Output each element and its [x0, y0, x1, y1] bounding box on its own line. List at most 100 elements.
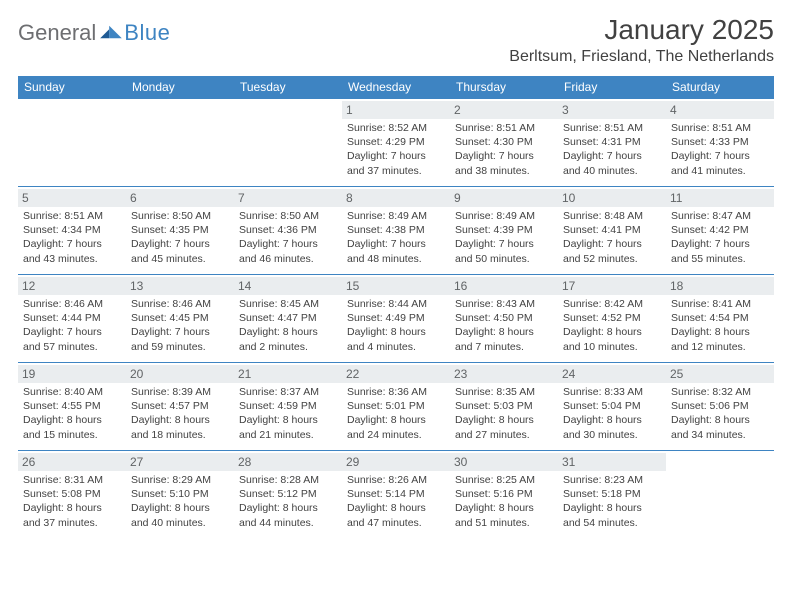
day-text-line: Sunrise: 8:23 AM: [563, 473, 661, 487]
day-number: 11: [666, 189, 774, 207]
day-cell: 17Sunrise: 8:42 AMSunset: 4:52 PMDayligh…: [558, 275, 666, 363]
day-text-line: Daylight: 8 hours: [671, 413, 769, 427]
day-text-line: Sunrise: 8:40 AM: [23, 385, 121, 399]
day-text-line: and 44 minutes.: [239, 516, 337, 530]
day-text-line: Sunrise: 8:26 AM: [347, 473, 445, 487]
header: General Blue January 2025 Berltsum, Frie…: [18, 14, 774, 66]
day-text-line: and 2 minutes.: [239, 340, 337, 354]
day-text-line: Daylight: 7 hours: [347, 237, 445, 251]
day-text: Sunrise: 8:40 AMSunset: 4:55 PMDaylight:…: [23, 385, 121, 442]
day-cell: 14Sunrise: 8:45 AMSunset: 4:47 PMDayligh…: [234, 275, 342, 363]
day-number: 26: [18, 453, 126, 471]
day-text-line: Sunrise: 8:35 AM: [455, 385, 553, 399]
day-text-line: Sunset: 5:01 PM: [347, 399, 445, 413]
day-text: Sunrise: 8:52 AMSunset: 4:29 PMDaylight:…: [347, 121, 445, 178]
day-text-line: and 54 minutes.: [563, 516, 661, 530]
weekday-header: Thursday: [450, 76, 558, 99]
day-text-line: and 37 minutes.: [347, 164, 445, 178]
day-text: Sunrise: 8:46 AMSunset: 4:44 PMDaylight:…: [23, 297, 121, 354]
day-text: Sunrise: 8:35 AMSunset: 5:03 PMDaylight:…: [455, 385, 553, 442]
day-text-line: Daylight: 7 hours: [671, 149, 769, 163]
day-text: Sunrise: 8:33 AMSunset: 5:04 PMDaylight:…: [563, 385, 661, 442]
day-text: Sunrise: 8:26 AMSunset: 5:14 PMDaylight:…: [347, 473, 445, 530]
day-text-line: Daylight: 7 hours: [671, 237, 769, 251]
day-text-line: Sunrise: 8:41 AM: [671, 297, 769, 311]
day-text-line: Sunrise: 8:51 AM: [563, 121, 661, 135]
day-text-line: and 21 minutes.: [239, 428, 337, 442]
day-text-line: Daylight: 8 hours: [239, 413, 337, 427]
day-text: Sunrise: 8:41 AMSunset: 4:54 PMDaylight:…: [671, 297, 769, 354]
day-number: 5: [18, 189, 126, 207]
day-text-line: and 43 minutes.: [23, 252, 121, 266]
day-text-line: Daylight: 7 hours: [131, 325, 229, 339]
day-text-line: Sunrise: 8:44 AM: [347, 297, 445, 311]
day-number: 3: [558, 101, 666, 119]
day-cell: 7Sunrise: 8:50 AMSunset: 4:36 PMDaylight…: [234, 187, 342, 275]
day-text: Sunrise: 8:37 AMSunset: 4:59 PMDaylight:…: [239, 385, 337, 442]
day-text-line: Sunset: 4:41 PM: [563, 223, 661, 237]
day-number: 19: [18, 365, 126, 383]
day-cell: 31Sunrise: 8:23 AMSunset: 5:18 PMDayligh…: [558, 451, 666, 539]
weekday-header: Friday: [558, 76, 666, 99]
day-cell: 23Sunrise: 8:35 AMSunset: 5:03 PMDayligh…: [450, 363, 558, 451]
day-text-line: and 37 minutes.: [23, 516, 121, 530]
day-number: 10: [558, 189, 666, 207]
day-text-line: Daylight: 8 hours: [563, 325, 661, 339]
day-text-line: Sunset: 5:16 PM: [455, 487, 553, 501]
day-text-line: Sunset: 5:14 PM: [347, 487, 445, 501]
day-text-line: Sunrise: 8:25 AM: [455, 473, 553, 487]
day-cell: [126, 99, 234, 187]
logo: General Blue: [18, 14, 170, 46]
day-text: Sunrise: 8:48 AMSunset: 4:41 PMDaylight:…: [563, 209, 661, 266]
day-number: 2: [450, 101, 558, 119]
day-number: 22: [342, 365, 450, 383]
day-cell: 18Sunrise: 8:41 AMSunset: 4:54 PMDayligh…: [666, 275, 774, 363]
day-text-line: Sunrise: 8:49 AM: [347, 209, 445, 223]
day-text: Sunrise: 8:25 AMSunset: 5:16 PMDaylight:…: [455, 473, 553, 530]
day-text-line: Sunrise: 8:42 AM: [563, 297, 661, 311]
day-text-line: and 18 minutes.: [131, 428, 229, 442]
calendar-table: Sunday Monday Tuesday Wednesday Thursday…: [18, 76, 774, 539]
day-cell: 27Sunrise: 8:29 AMSunset: 5:10 PMDayligh…: [126, 451, 234, 539]
day-text-line: and 45 minutes.: [131, 252, 229, 266]
day-text-line: and 4 minutes.: [347, 340, 445, 354]
day-text-line: and 50 minutes.: [455, 252, 553, 266]
day-text: Sunrise: 8:51 AMSunset: 4:33 PMDaylight:…: [671, 121, 769, 178]
day-text-line: Sunset: 4:34 PM: [23, 223, 121, 237]
day-text-line: Sunrise: 8:43 AM: [455, 297, 553, 311]
day-text: Sunrise: 8:46 AMSunset: 4:45 PMDaylight:…: [131, 297, 229, 354]
day-text-line: Daylight: 7 hours: [131, 237, 229, 251]
day-cell: 13Sunrise: 8:46 AMSunset: 4:45 PMDayligh…: [126, 275, 234, 363]
week-row: 26 Sunrise: 8:31 AMSunset: 5:08 PMDayligh…: [18, 451, 774, 539]
day-text-line: Sunset: 4:54 PM: [671, 311, 769, 325]
day-text: Sunrise: 8:51 AMSunset: 4:30 PMDaylight:…: [455, 121, 553, 178]
day-text-line: and 40 minutes.: [131, 516, 229, 530]
day-cell: 11Sunrise: 8:47 AMSunset: 4:42 PMDayligh…: [666, 187, 774, 275]
day-cell: 12Sunrise: 8:46 AMSunset: 4:44 PMDayligh…: [18, 275, 126, 363]
day-text-line: Sunrise: 8:37 AM: [239, 385, 337, 399]
day-text-line: Sunset: 5:06 PM: [671, 399, 769, 413]
day-text: Sunrise: 8:45 AMSunset: 4:47 PMDaylight:…: [239, 297, 337, 354]
day-cell: 8Sunrise: 8:49 AMSunset: 4:38 PMDaylight…: [342, 187, 450, 275]
day-text-line: Sunrise: 8:28 AM: [239, 473, 337, 487]
logo-text-general: General: [18, 20, 96, 46]
day-text-line: Sunrise: 8:47 AM: [671, 209, 769, 223]
day-text: Sunrise: 8:28 AMSunset: 5:12 PMDaylight:…: [239, 473, 337, 530]
week-row: 19Sunrise: 8:40 AMSunset: 4:55 PMDayligh…: [18, 363, 774, 451]
day-cell: 4Sunrise: 8:51 AMSunset: 4:33 PMDaylight…: [666, 99, 774, 187]
day-text-line: Sunset: 4:55 PM: [23, 399, 121, 413]
day-cell: [234, 99, 342, 187]
day-number: 30: [450, 453, 558, 471]
day-text: Sunrise: 8:44 AMSunset: 4:49 PMDaylight:…: [347, 297, 445, 354]
day-text-line: Daylight: 8 hours: [347, 325, 445, 339]
day-text: Sunrise: 8:31 AMSunset: 5:08 PMDaylight:…: [23, 473, 121, 530]
day-text-line: Sunset: 4:49 PM: [347, 311, 445, 325]
day-text-line: and 47 minutes.: [347, 516, 445, 530]
day-number: 7: [234, 189, 342, 207]
day-cell: 16Sunrise: 8:43 AMSunset: 4:50 PMDayligh…: [450, 275, 558, 363]
day-text-line: Sunrise: 8:49 AM: [455, 209, 553, 223]
day-text-line: Sunrise: 8:48 AM: [563, 209, 661, 223]
day-cell: 24Sunrise: 8:33 AMSunset: 5:04 PMDayligh…: [558, 363, 666, 451]
week-row: 12Sunrise: 8:46 AMSunset: 4:44 PMDayligh…: [18, 275, 774, 363]
day-text-line: Sunset: 5:08 PM: [23, 487, 121, 501]
